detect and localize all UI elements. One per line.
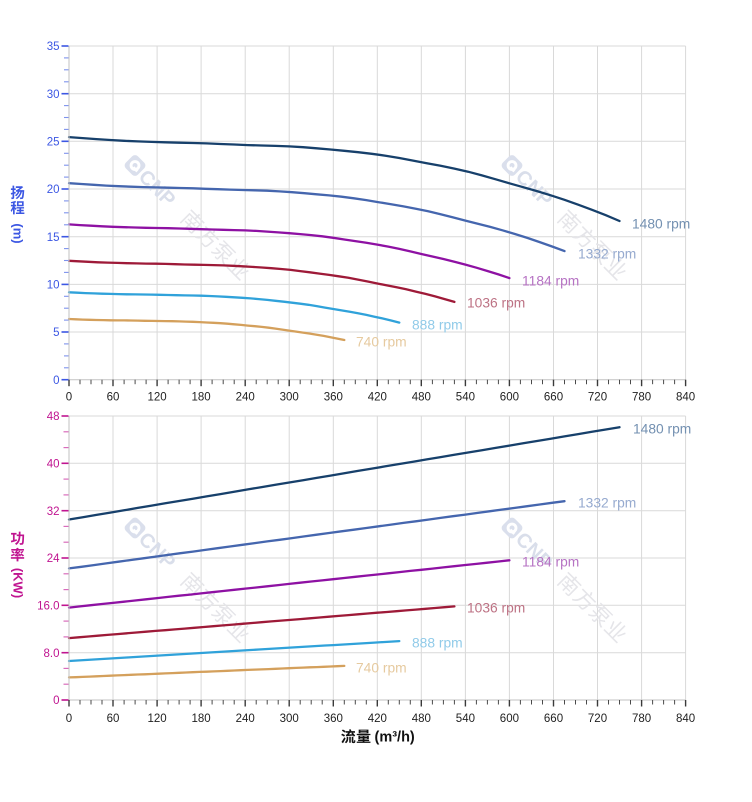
- svg-text:48: 48: [47, 411, 60, 423]
- svg-text:660: 660: [544, 392, 563, 404]
- svg-text:360: 360: [324, 713, 343, 725]
- svg-text:660: 660: [544, 713, 563, 725]
- svg-text:1036 rpm: 1036 rpm: [467, 600, 525, 615]
- svg-text:1036 rpm: 1036 rpm: [467, 295, 525, 310]
- svg-text:540: 540: [456, 392, 475, 404]
- svg-text:16.0: 16.0: [37, 600, 59, 612]
- svg-text:(m): (m): [11, 223, 26, 243]
- svg-text:24: 24: [47, 553, 60, 565]
- svg-text:0: 0: [66, 392, 72, 404]
- svg-text:0: 0: [66, 713, 72, 725]
- svg-text:25: 25: [47, 136, 60, 148]
- svg-text:720: 720: [588, 713, 607, 725]
- svg-text:35: 35: [47, 41, 60, 53]
- svg-text:720: 720: [588, 392, 607, 404]
- svg-text:360: 360: [324, 392, 343, 404]
- svg-text:740 rpm: 740 rpm: [356, 334, 407, 349]
- svg-text:1332 rpm: 1332 rpm: [578, 495, 636, 510]
- svg-text:180: 180: [192, 713, 211, 725]
- svg-text:40: 40: [47, 458, 60, 470]
- svg-text:120: 120: [148, 392, 167, 404]
- svg-text:780: 780: [632, 713, 651, 725]
- svg-text:0: 0: [53, 375, 59, 387]
- svg-text:1184 rpm: 1184 rpm: [522, 273, 579, 288]
- svg-text:480: 480: [412, 392, 431, 404]
- svg-text:0: 0: [53, 695, 59, 707]
- svg-text:780: 780: [632, 392, 651, 404]
- svg-text:300: 300: [280, 713, 299, 725]
- svg-text:8.0: 8.0: [44, 648, 60, 660]
- svg-text:240: 240: [236, 713, 255, 725]
- svg-text:240: 240: [236, 392, 255, 404]
- svg-text:1184 rpm: 1184 rpm: [522, 554, 579, 569]
- svg-text:60: 60: [107, 713, 120, 725]
- svg-text:420: 420: [368, 392, 387, 404]
- svg-text:600: 600: [500, 713, 519, 725]
- svg-text:10: 10: [47, 280, 60, 292]
- svg-text:1480 rpm: 1480 rpm: [632, 216, 690, 231]
- svg-text:1332 rpm: 1332 rpm: [578, 246, 636, 261]
- svg-text:15: 15: [47, 232, 60, 244]
- svg-text:840: 840: [676, 392, 695, 404]
- svg-text:300: 300: [280, 392, 299, 404]
- svg-text:32: 32: [47, 506, 60, 518]
- svg-text:180: 180: [192, 392, 211, 404]
- svg-text:(KW): (KW): [11, 568, 26, 598]
- svg-text:888 rpm: 888 rpm: [412, 317, 463, 332]
- svg-text:1480 rpm: 1480 rpm: [633, 421, 691, 436]
- svg-text:30: 30: [47, 89, 60, 101]
- svg-text:888 rpm: 888 rpm: [412, 635, 463, 650]
- svg-text:(m³/h): (m³/h): [375, 729, 415, 745]
- svg-text:120: 120: [148, 713, 167, 725]
- svg-text:740 rpm: 740 rpm: [356, 660, 407, 675]
- svg-text:60: 60: [107, 392, 120, 404]
- svg-text:540: 540: [456, 713, 475, 725]
- svg-text:420: 420: [368, 713, 387, 725]
- svg-text:480: 480: [412, 713, 431, 725]
- svg-text:600: 600: [500, 392, 519, 404]
- svg-text:5: 5: [53, 327, 59, 339]
- svg-text:20: 20: [47, 184, 60, 196]
- svg-text:840: 840: [676, 713, 695, 725]
